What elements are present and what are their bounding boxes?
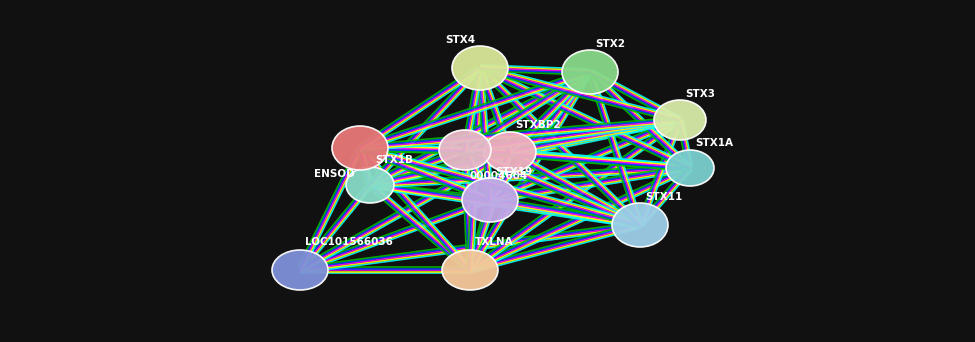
Text: STX1A: STX1A [695, 138, 733, 148]
Ellipse shape [484, 132, 536, 172]
Text: 00004604: 00004604 [470, 171, 528, 181]
Ellipse shape [612, 203, 668, 247]
Text: ENSOD: ENSOD [314, 169, 355, 179]
Text: STX3: STX3 [685, 89, 715, 99]
Text: LOC101566036: LOC101566036 [305, 237, 393, 247]
Ellipse shape [332, 126, 388, 170]
Text: STXBP2: STXBP2 [515, 120, 561, 130]
Text: STX19: STX19 [495, 167, 532, 177]
Ellipse shape [654, 100, 706, 140]
Text: STX11: STX11 [645, 192, 682, 202]
Ellipse shape [462, 178, 518, 222]
Ellipse shape [442, 250, 498, 290]
Ellipse shape [272, 250, 328, 290]
Ellipse shape [346, 167, 394, 203]
Text: TXLNA: TXLNA [475, 237, 514, 247]
Text: STX2: STX2 [595, 39, 625, 49]
Ellipse shape [452, 46, 508, 90]
Ellipse shape [439, 130, 491, 170]
Text: STX4: STX4 [445, 35, 475, 45]
Text: STX1B: STX1B [375, 155, 413, 165]
Ellipse shape [666, 150, 714, 186]
Ellipse shape [562, 50, 618, 94]
